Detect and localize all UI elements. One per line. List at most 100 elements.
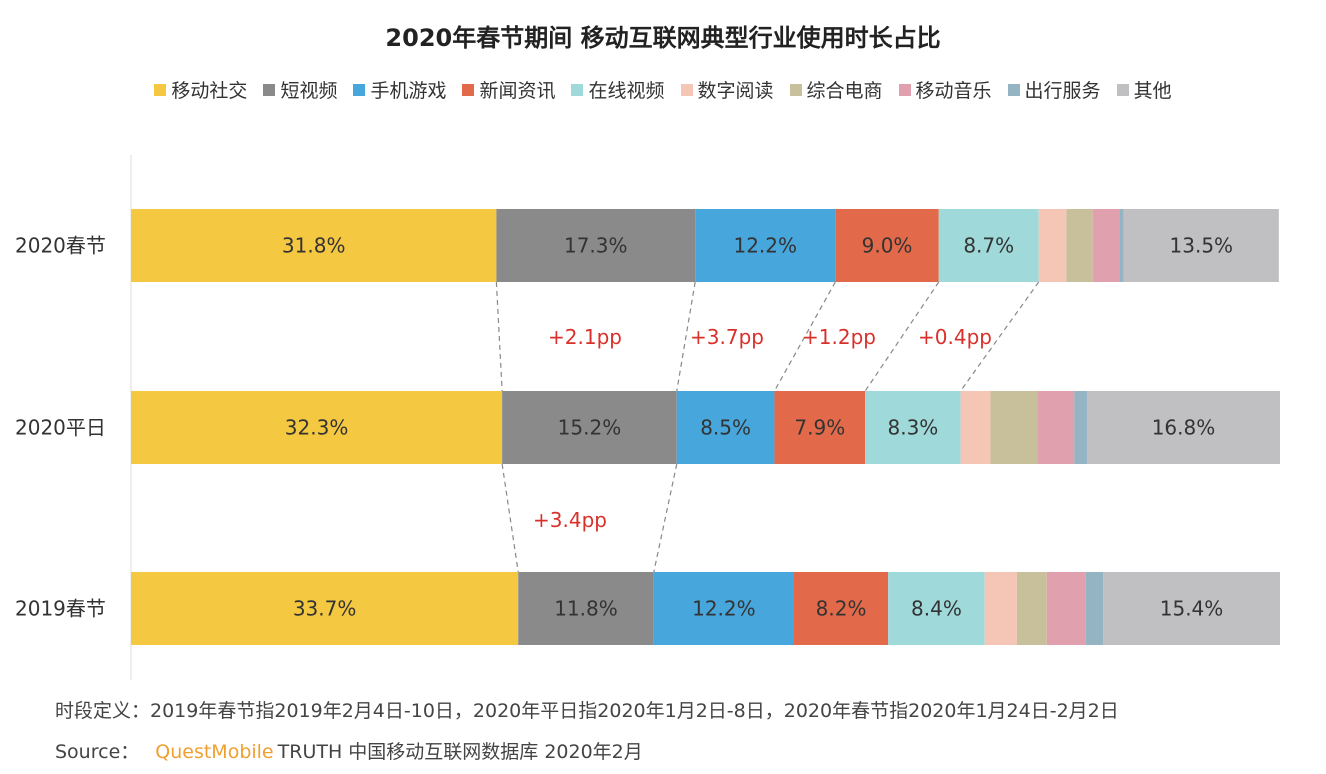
connector-line (960, 281, 1040, 392)
legend-swatch (263, 83, 276, 96)
legend-item: 手机游戏 (353, 76, 446, 103)
legend-label: 新闻资讯 (479, 80, 556, 102)
bar-segment (1037, 391, 1075, 464)
legend-swatch (571, 83, 584, 96)
bar-segment (653, 572, 794, 645)
chart-title: 2020年春节期间 移动互联网典型行业使用时长占比 (385, 24, 941, 52)
data-label: 7.9% (794, 416, 845, 440)
data-label: 8.2% (816, 597, 867, 621)
legend-label: 手机游戏 (370, 80, 447, 102)
data-label: 12.2% (692, 597, 756, 621)
source-line: Source： QuestMobile TRUTH 中国移动互联网数据库 2020年… (55, 737, 643, 764)
connector-line (501, 463, 519, 573)
bar-segment (1085, 572, 1104, 645)
bar-segment (695, 209, 836, 282)
legend-swatch (1116, 83, 1129, 96)
change-annotation: +1.2pp (802, 325, 876, 349)
bar-segment (1038, 209, 1067, 282)
data-label: 15.4% (1160, 597, 1224, 621)
bar-segment (835, 209, 939, 282)
data-label: 8.5% (700, 416, 751, 440)
bar-segment (676, 391, 775, 464)
data-label: 11.8% (554, 597, 618, 621)
data-label: 33.7% (293, 597, 357, 621)
change-annotation: +2.1pp (548, 325, 622, 349)
legend-swatch (353, 83, 366, 96)
legend-swatch (154, 83, 167, 96)
bar-segment (1103, 572, 1280, 645)
data-label: 31.8% (282, 234, 346, 258)
data-label: 9.0% (862, 234, 913, 258)
legend-swatch (789, 83, 802, 96)
change-annotation: +0.4pp (918, 325, 992, 349)
bar-segment (131, 572, 519, 645)
bar-segment (774, 391, 866, 464)
legend: 移动社交 短视频 手机游戏 新闻资讯 在线视频 数字阅读 综合电商 移动音乐 出行服务 其他 (40, 76, 1286, 107)
legend-item: 数字阅读 (680, 76, 774, 103)
data-label: 8.4% (911, 597, 962, 621)
legend-item: 短视频 (263, 76, 337, 103)
data-label: 13.5% (1170, 234, 1234, 258)
category-label: 2019春节 (15, 597, 106, 621)
bar-segment (938, 209, 1039, 282)
legend-item: 出行服务 (1007, 76, 1101, 103)
period-definition-note: 时段定义：2019年春节指2019年2月4日-10日，2020年平日指2020年… (55, 700, 1119, 722)
legend-label: 在线视频 (588, 80, 665, 102)
connector-line (653, 463, 678, 573)
legend-item: 移动音乐 (898, 76, 992, 103)
bar-segment (131, 209, 497, 282)
connector-line (676, 281, 696, 392)
category-label: 2020平日 (15, 416, 106, 440)
bar-segment (502, 391, 677, 464)
bar-segment (984, 572, 1017, 645)
bar-segment (793, 572, 889, 645)
legend-label: 其他 (1133, 80, 1172, 102)
legend-swatch (1007, 83, 1020, 96)
legend-swatch (898, 83, 911, 96)
bar-segment (888, 572, 985, 645)
legend-label: 移动社交 (171, 80, 248, 102)
legend-label: 出行服务 (1024, 80, 1101, 102)
bar-segment (865, 391, 961, 464)
legend-label: 短视频 (280, 80, 338, 102)
legend-label: 数字阅读 (697, 80, 774, 102)
bar-segment (1066, 209, 1093, 282)
legend-item: 移动社交 (154, 76, 247, 103)
bar-segment (960, 391, 991, 464)
legend-label: 移动音乐 (915, 80, 992, 102)
change-annotation: +3.7pp (690, 325, 764, 349)
source-label: Source： (55, 741, 140, 763)
bar-segment (1119, 209, 1124, 282)
bar-segment (1123, 209, 1279, 282)
bar-segment (1074, 391, 1087, 464)
data-label: 12.2% (733, 234, 797, 258)
legend-swatch (462, 83, 475, 96)
data-label: 15.2% (558, 416, 622, 440)
connector-line (864, 281, 940, 392)
bar-segment (1016, 572, 1047, 645)
data-label: 17.3% (564, 234, 628, 258)
bar-segment (1092, 209, 1120, 282)
bar-segment (990, 391, 1038, 464)
data-label: 16.8% (1152, 416, 1216, 440)
connector-line (495, 281, 503, 392)
bar-segment (518, 572, 654, 645)
bar-segment (1086, 391, 1280, 464)
legend-label: 综合电商 (806, 80, 883, 102)
legend-item: 其他 (1116, 76, 1172, 103)
category-label: 2020春节 (15, 234, 106, 258)
legend-swatch (680, 83, 693, 96)
source-brand: QuestMobile (155, 741, 274, 763)
legend-item: 新闻资讯 (462, 76, 555, 103)
bar-segment (131, 391, 503, 464)
connector-line (773, 281, 836, 392)
change-annotation: +3.4pp (533, 508, 607, 532)
data-label: 32.3% (285, 416, 349, 440)
data-label: 8.3% (887, 416, 938, 440)
data-label: 8.7% (963, 234, 1014, 258)
legend-item: 综合电商 (789, 76, 883, 103)
bar-segment (1046, 572, 1086, 645)
bar-segment (496, 209, 696, 282)
legend-item: 在线视频 (571, 76, 665, 103)
